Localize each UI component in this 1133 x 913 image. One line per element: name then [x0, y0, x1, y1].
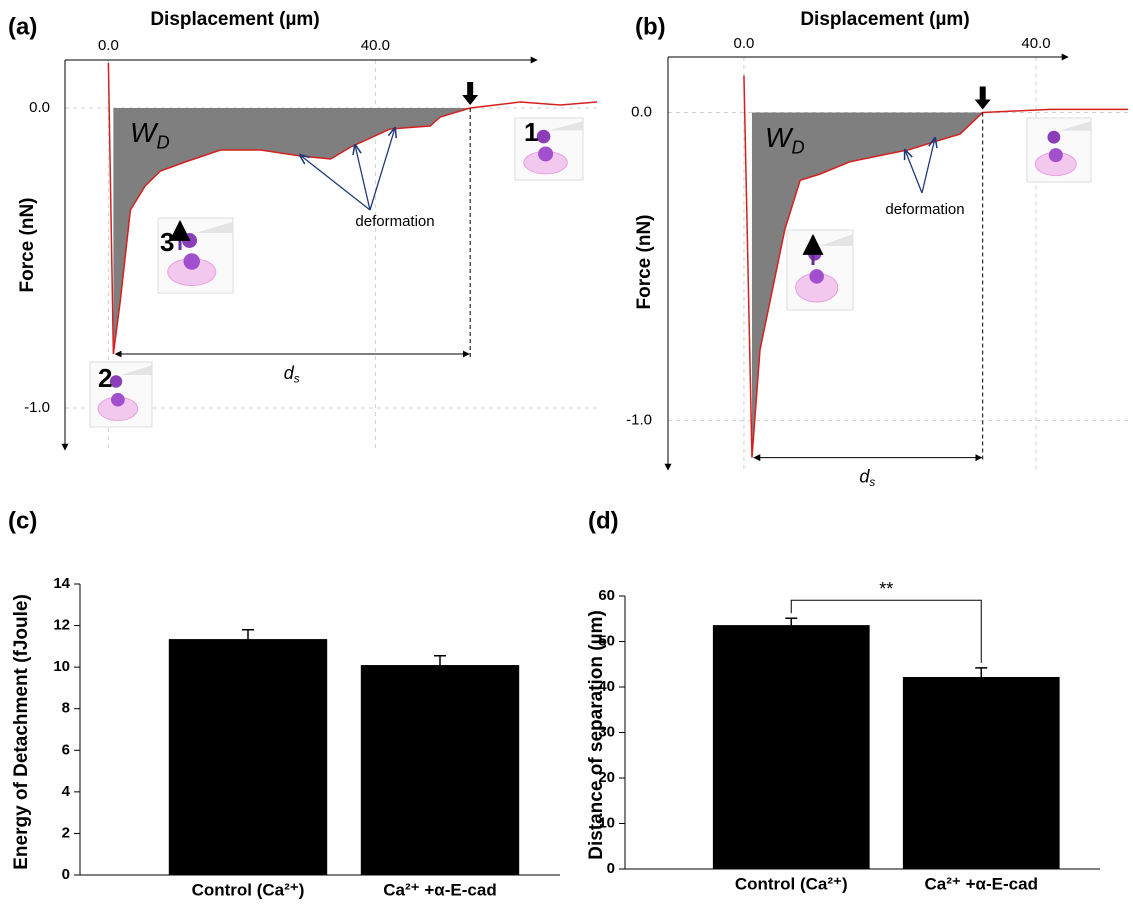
- y-tick-label: 12: [53, 617, 70, 634]
- icon-cell-top: [808, 247, 822, 261]
- panel-label: (a): [8, 13, 37, 40]
- cell-icon: [89, 361, 153, 428]
- x-tick-label: Ca²⁺ +α-E-cad: [925, 874, 1038, 893]
- icon-cell-top: [109, 375, 123, 388]
- y-tick-label: 20: [598, 769, 615, 786]
- x-axis-title: Displacement (µm): [800, 9, 969, 30]
- y-axis-title: Distance of separation (µm): [586, 610, 607, 860]
- deformation-pointer: [921, 138, 935, 194]
- panel-label: (b): [635, 13, 666, 40]
- cell-icon: [786, 229, 854, 311]
- deformation-pointer: [355, 145, 371, 211]
- icon-cell-bottom: [809, 269, 824, 284]
- bar: [712, 625, 870, 869]
- detach-arrow: [974, 86, 991, 110]
- error-bar: [785, 617, 798, 626]
- significance-label: **: [879, 579, 893, 599]
- y-tick-label: 10: [53, 658, 70, 675]
- icon-cantilever: [121, 365, 152, 375]
- separation-label: ds: [284, 363, 300, 386]
- separation-label-main: d: [284, 363, 295, 383]
- deformation-pointer: [300, 155, 371, 211]
- y-tick-label: 4: [62, 783, 71, 800]
- y-tick-label: -1.0: [24, 399, 50, 416]
- separation-label: ds: [859, 466, 875, 489]
- y-tick-label: 0: [607, 860, 615, 877]
- icon-cantilever: [820, 234, 853, 246]
- icon-cell-top: [1047, 130, 1061, 144]
- separation-label-main: d: [859, 466, 870, 486]
- work-label: WD: [765, 122, 805, 157]
- x-tick-label: Ca²⁺ +α-E-cad: [383, 880, 496, 899]
- deformation-label: deformation: [885, 201, 964, 218]
- error-bar: [242, 628, 254, 640]
- icon-cantilever: [1059, 121, 1091, 131]
- x-tick-label: 0.0: [734, 35, 755, 52]
- panel-label: (c): [8, 507, 37, 534]
- work-area: [751, 112, 983, 458]
- x-axis-title: Displacement (µm): [150, 9, 319, 30]
- y-tick-label: 50: [598, 632, 615, 649]
- icon-cell-bottom: [111, 392, 125, 407]
- bar: [168, 639, 328, 875]
- step-number: 1: [524, 117, 538, 147]
- y-tick-label: 40: [598, 678, 615, 695]
- bar: [902, 676, 1060, 869]
- icon-cell-bottom: [183, 253, 200, 270]
- icon-cell-top: [182, 233, 197, 248]
- y-tick-label: 0.0: [631, 103, 652, 120]
- work-label-sub: D: [156, 132, 169, 152]
- deformation-pointer: [369, 128, 395, 211]
- work-label: WD: [130, 117, 170, 152]
- force-curve: [743, 75, 1128, 458]
- panel-label: (d): [588, 507, 619, 534]
- work-area: [113, 108, 471, 354]
- y-tick-label: 6: [62, 741, 70, 758]
- cell-icon: [1026, 117, 1092, 183]
- y-tick-label: 8: [62, 700, 70, 717]
- separation-label-sub: s: [869, 476, 875, 489]
- force-curve: [107, 62, 598, 355]
- cell-icon: [514, 117, 584, 181]
- y-axis-title: Energy of Detachment (fJoule): [11, 594, 32, 870]
- icon-cell-top: [536, 129, 551, 144]
- y-tick-label: 30: [598, 723, 615, 740]
- y-tick-label: 2: [62, 824, 70, 841]
- icon-cantilever: [195, 221, 233, 233]
- significance-bracket: [790, 599, 982, 663]
- bar: [360, 665, 520, 875]
- y-axis-title: Force (nN): [634, 215, 655, 310]
- x-tick-label: 40.0: [361, 37, 390, 54]
- y-tick-label: 0: [62, 866, 70, 883]
- error-bar: [975, 667, 988, 677]
- y-tick-label: 0.0: [29, 99, 50, 116]
- error-bar: [434, 654, 446, 666]
- work-label-main: W: [765, 122, 794, 153]
- separation-label-sub: s: [294, 372, 300, 385]
- y-tick-label: -1.0: [626, 412, 652, 429]
- y-tick-label: 14: [53, 575, 70, 592]
- detach-arrow: [462, 82, 479, 105]
- work-label-main: W: [130, 117, 159, 148]
- y-tick-label: 10: [598, 814, 615, 831]
- x-tick-label: Control (Ca²⁺): [192, 880, 305, 899]
- y-tick-label: 60: [598, 587, 615, 604]
- x-tick-label: Control (Ca²⁺): [735, 874, 848, 893]
- step-number: 2: [98, 363, 112, 393]
- deformation-label: deformation: [355, 213, 434, 230]
- work-label-sub: D: [791, 137, 804, 157]
- icon-cantilever: [549, 121, 583, 131]
- y-axis-title: Force (nN): [17, 198, 38, 293]
- x-tick-label: 40.0: [1021, 35, 1050, 52]
- deformation-pointer: [905, 150, 923, 194]
- icon-cell-bottom: [1048, 148, 1063, 163]
- x-tick-label: 0.0: [98, 37, 119, 54]
- step-number: 3: [160, 227, 174, 257]
- icon-cell-bottom: [538, 146, 554, 162]
